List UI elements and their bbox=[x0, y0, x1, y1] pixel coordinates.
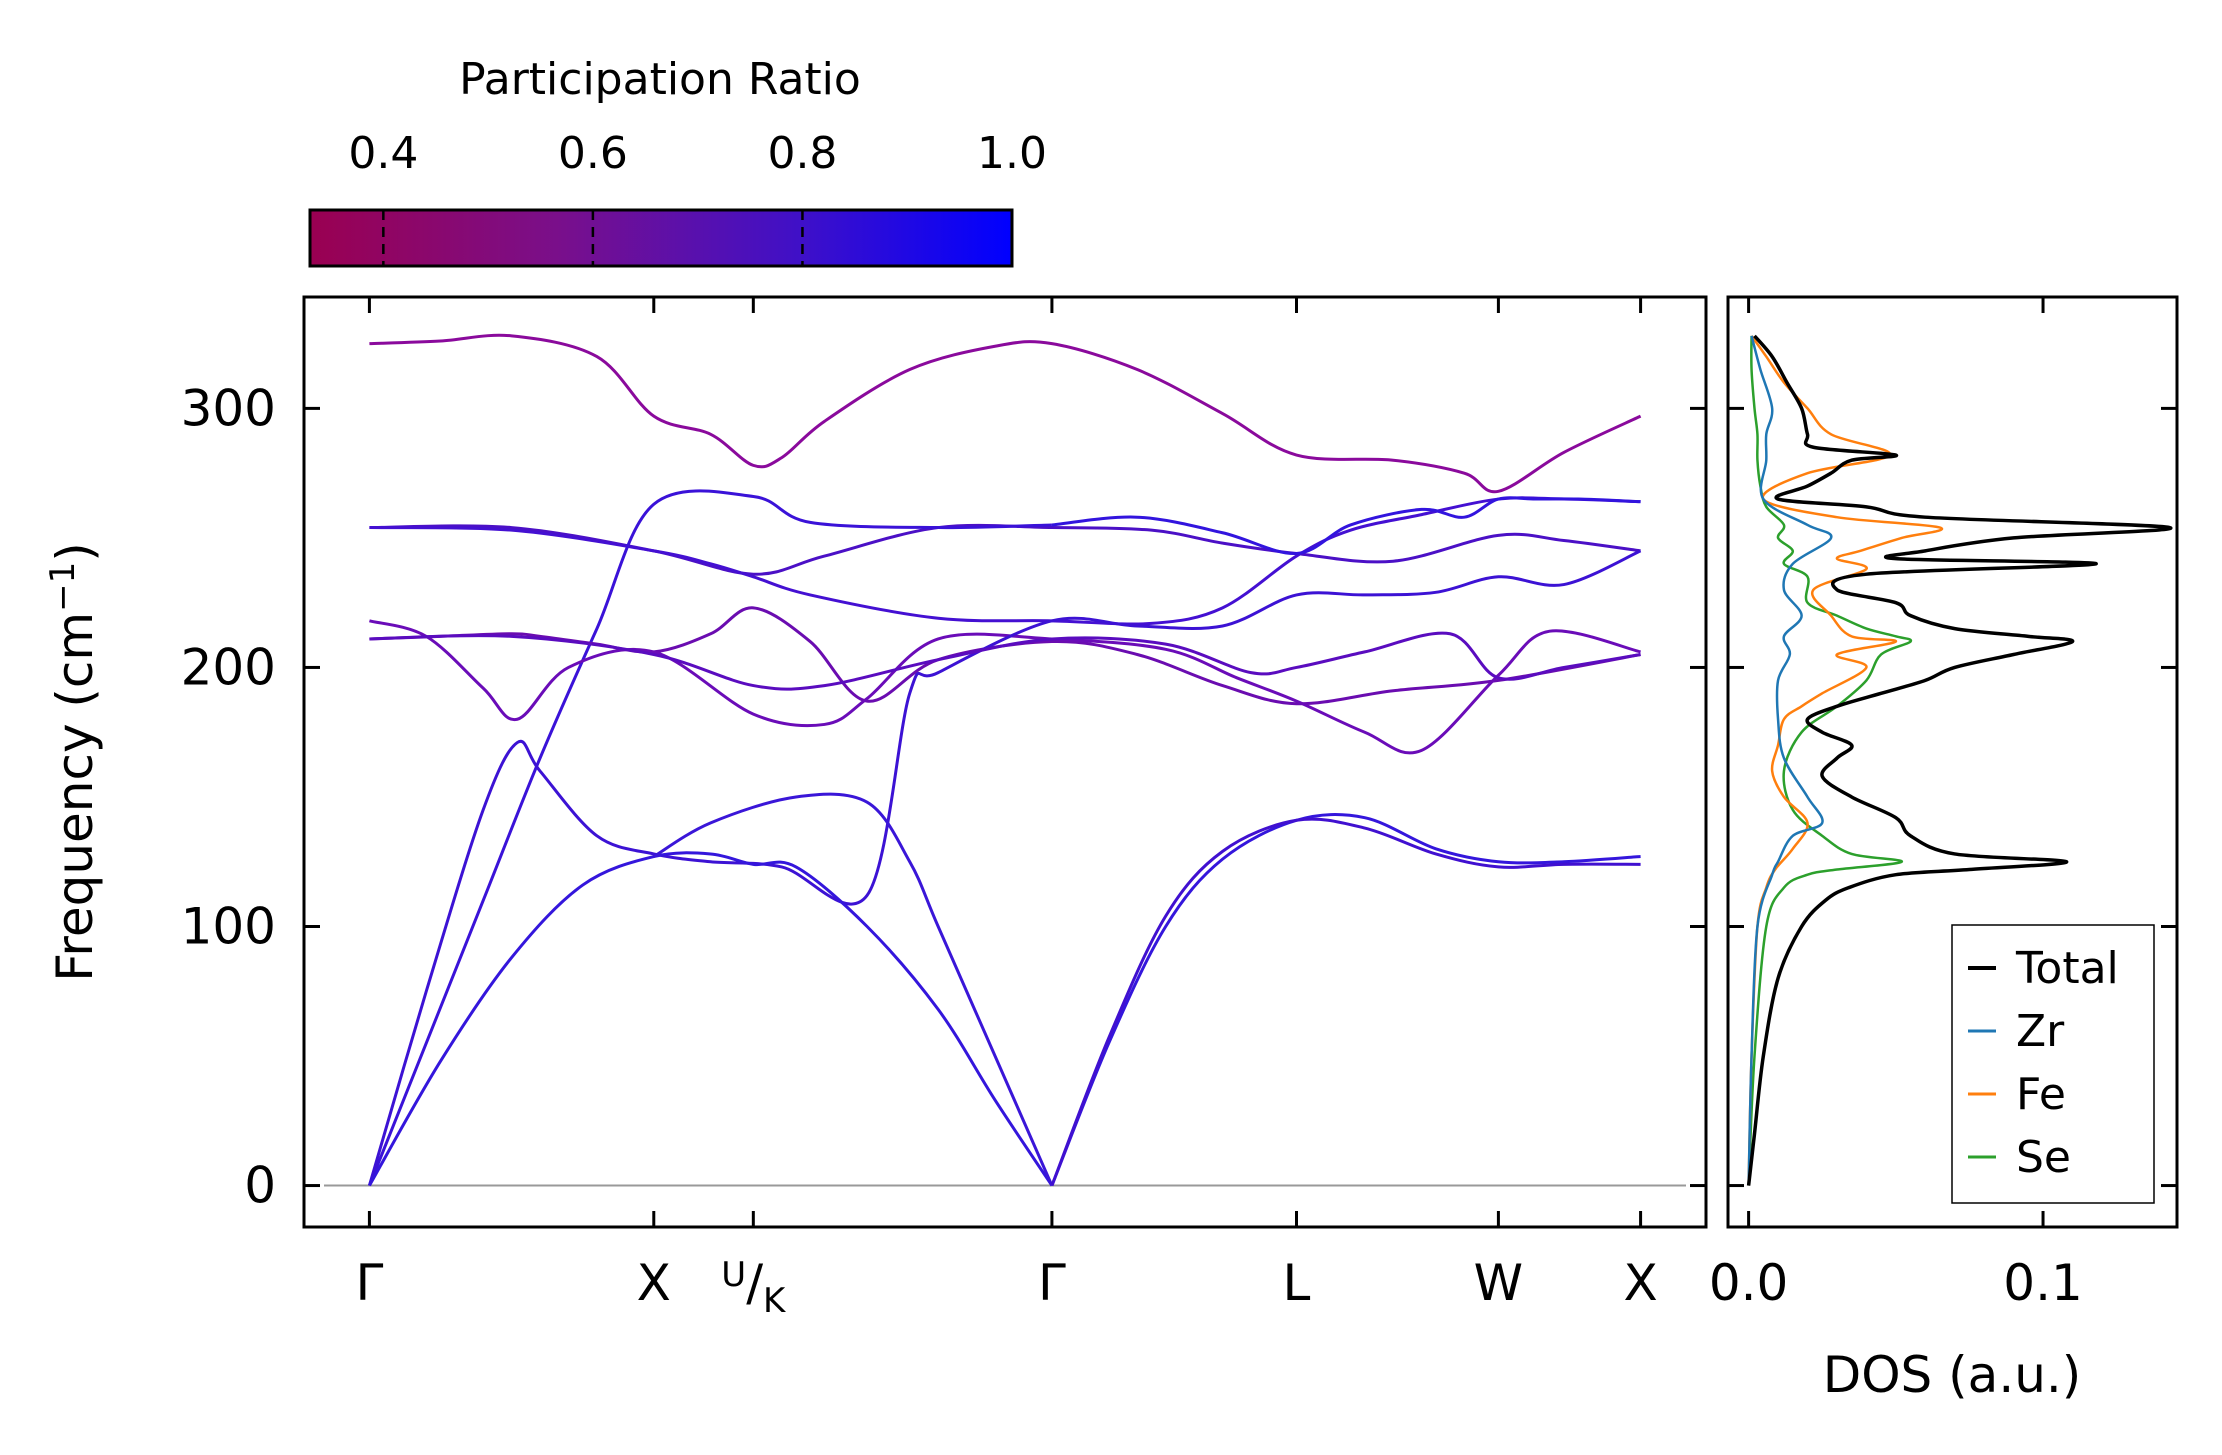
dos-curves bbox=[1746, 334, 2173, 1186]
phonon-band-11 bbox=[1050, 813, 1641, 1187]
kpoint-label-sub: K bbox=[763, 1281, 787, 1321]
colorbar-gradient bbox=[308, 208, 1014, 268]
kpoint-label-L: L bbox=[1283, 1254, 1311, 1312]
dos-panel: 0.0 0.1 DOS (a.u.) Total Zr Fe Se bbox=[1709, 295, 2179, 1404]
kpoint-label-UK: U/K bbox=[721, 1254, 787, 1321]
dos-x-tick-label: 0.0 bbox=[1709, 1254, 1789, 1312]
colorbar-tick-label: 0.8 bbox=[767, 128, 837, 179]
dos-plot-frame bbox=[1726, 295, 2179, 1229]
kpoint-label-slash: / bbox=[746, 1254, 763, 1312]
dos-curve-fe bbox=[1747, 335, 1944, 1186]
y-axis-label-close: ) bbox=[46, 542, 104, 562]
phonon-band-9 bbox=[368, 851, 1054, 1187]
legend-label-se: Se bbox=[2016, 1132, 2071, 1183]
phonon-band-12 bbox=[1050, 817, 1641, 1187]
kpoint-label-Γ: Γ bbox=[355, 1254, 383, 1312]
phonon-band-8 bbox=[367, 549, 1642, 1186]
colorbar-tick-label: 1.0 bbox=[977, 128, 1047, 179]
phonon-band-5 bbox=[1051, 496, 1641, 555]
phonon-band-3 bbox=[369, 496, 1641, 626]
band-structure-panel: 0 100 200 300 Γ X U/K Γ L W X Frequency (cm−1) bbox=[43, 295, 1708, 1321]
main-plot-frame bbox=[302, 295, 1708, 1229]
phonon-bands bbox=[367, 333, 1642, 1187]
dos-curve-total bbox=[1746, 334, 2173, 1186]
y-tick-label: 200 bbox=[181, 638, 276, 696]
kpoint-label-sup: U bbox=[721, 1255, 746, 1295]
phonon-band-4 bbox=[368, 489, 1052, 1187]
kpoint-label-X: X bbox=[1623, 1254, 1657, 1312]
phonon-band-7 bbox=[369, 619, 1641, 755]
phonon-band-6 bbox=[369, 606, 1641, 706]
colorbar-tick-label: 0.6 bbox=[558, 128, 628, 179]
legend-label-zr: Zr bbox=[2016, 1006, 2065, 1057]
legend-label-fe: Fe bbox=[2016, 1069, 2066, 1120]
y-tick-label: 300 bbox=[181, 379, 276, 437]
colorbar: Participation Ratio 0.4 0.6 0.8 1.0 bbox=[308, 54, 1047, 268]
colorbar-ticks: 0.4 0.6 0.8 1.0 bbox=[348, 128, 1047, 266]
phonon-band-2 bbox=[369, 523, 1641, 576]
y-axis-label-main: Frequency (cm bbox=[46, 612, 104, 982]
main-axis-ticks: 0 100 200 300 Γ X U/K Γ L W X bbox=[181, 297, 1706, 1321]
phonon-band-13 bbox=[369, 631, 1641, 691]
dos-x-tick-label: 0.1 bbox=[2003, 1254, 2083, 1312]
kpoint-label-X: X bbox=[637, 1254, 671, 1312]
y-tick-label: 0 bbox=[244, 1157, 276, 1215]
dos-axis-ticks: 0.0 0.1 bbox=[1709, 297, 2177, 1312]
legend-label-total: Total bbox=[2015, 943, 2119, 994]
colorbar-title: Participation Ratio bbox=[459, 54, 861, 105]
y-axis-label-unit: −1 bbox=[43, 562, 83, 612]
y-axis-label: Frequency (cm−1) bbox=[43, 542, 104, 982]
phonon-band-1 bbox=[369, 333, 1642, 494]
dos-x-axis-label: DOS (a.u.) bbox=[1823, 1346, 2082, 1404]
kpoint-label-W: W bbox=[1474, 1254, 1523, 1312]
y-tick-label: 100 bbox=[181, 897, 276, 955]
phonon-band-10 bbox=[653, 792, 1054, 1187]
dos-curve-zr bbox=[1747, 335, 1833, 1186]
kpoint-label-Γ: Γ bbox=[1038, 1254, 1066, 1312]
colorbar-tick-label: 0.4 bbox=[348, 128, 418, 179]
dos-legend: Total Zr Fe Se bbox=[1951, 924, 2155, 1204]
